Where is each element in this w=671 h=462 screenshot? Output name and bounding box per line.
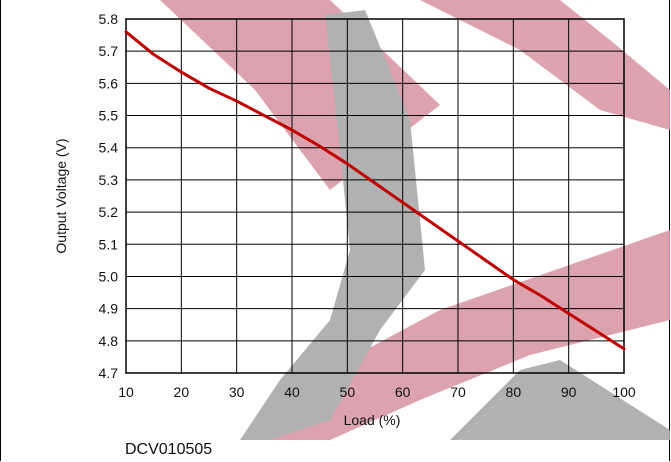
y-tick-label: 5.3 (99, 172, 119, 188)
y-tick-label: 4.7 (99, 365, 119, 381)
y-tick-label: 5.1 (99, 236, 119, 252)
x-tick-label: 20 (174, 384, 190, 400)
x-tick-label: 50 (340, 384, 356, 400)
x-tick-label: 100 (612, 384, 636, 400)
x-tick-label: 60 (395, 384, 411, 400)
y-tick-label: 5.7 (99, 43, 119, 59)
y-tick-label: 5.8 (99, 11, 119, 27)
y-tick-label: 5.4 (99, 140, 119, 156)
y-axis-label: Output Voltage (V) (53, 138, 69, 253)
watermark (160, 0, 670, 440)
x-axis-label: Load (%) (344, 412, 401, 428)
y-tick-label: 5.2 (99, 204, 119, 220)
x-tick-label: 90 (561, 384, 577, 400)
x-tick-label: 30 (229, 384, 245, 400)
x-tick-labels: 10 20 30 40 50 60 70 80 90 100 (118, 384, 636, 400)
series-line (124, 30, 626, 351)
x-tick-label: 40 (284, 384, 300, 400)
y-tick-label: 4.8 (99, 333, 119, 349)
y-tick-label: 5.6 (99, 75, 119, 91)
x-tick-label: 80 (506, 384, 522, 400)
x-tick-label: 70 (450, 384, 466, 400)
y-tick-labels: 4.7 4.8 4.9 5.0 5.1 5.2 5.3 5.4 5.5 5.6 5.7 5.8 (99, 11, 119, 381)
y-tick-label: 5.0 (99, 268, 119, 284)
y-tick-label: 4.9 (99, 301, 119, 317)
plot-area (125, 18, 625, 374)
y-tick-label: 5.5 (99, 108, 119, 124)
chart: 10 20 30 40 50 60 70 80 90 100 4.7 4.8 4.9 5.0 5.1 5.2… (53, 0, 670, 440)
x-tick-label: 10 (118, 384, 134, 400)
part-number-label: DCV010505 (125, 441, 213, 458)
